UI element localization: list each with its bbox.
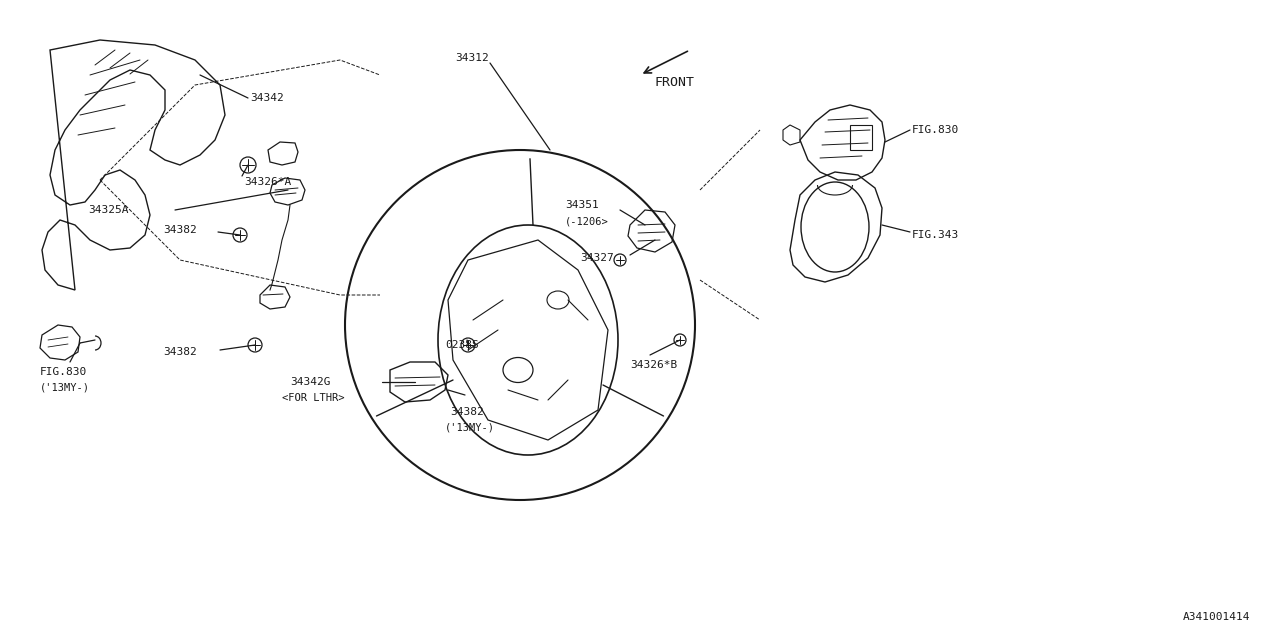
Text: 34351: 34351 [564, 200, 599, 210]
Bar [850, 125, 872, 150]
Text: ('13MY-): ('13MY-) [40, 383, 90, 393]
Text: FIG.343: FIG.343 [911, 230, 959, 240]
Text: 34382: 34382 [163, 347, 197, 357]
Text: FIG.830: FIG.830 [40, 367, 87, 377]
Text: 34382: 34382 [451, 407, 484, 417]
Text: A341001414: A341001414 [1183, 612, 1251, 622]
Text: 0238S: 0238S [445, 340, 479, 350]
Text: FRONT: FRONT [655, 76, 695, 88]
Text: 34342G: 34342G [291, 377, 330, 387]
Text: <FOR LTHR>: <FOR LTHR> [282, 393, 344, 403]
Text: 34342: 34342 [250, 93, 284, 103]
Text: 34326*A: 34326*A [244, 177, 292, 187]
Text: 34327: 34327 [580, 253, 613, 263]
Text: (-1206>: (-1206> [564, 217, 609, 227]
Text: 34326*B: 34326*B [630, 360, 677, 370]
Text: FIG.830: FIG.830 [911, 125, 959, 135]
Text: 34382: 34382 [163, 225, 197, 235]
Text: 34312: 34312 [454, 53, 489, 63]
Text: 34325A: 34325A [88, 205, 128, 215]
Text: ('13MY-): ('13MY-) [445, 422, 495, 432]
